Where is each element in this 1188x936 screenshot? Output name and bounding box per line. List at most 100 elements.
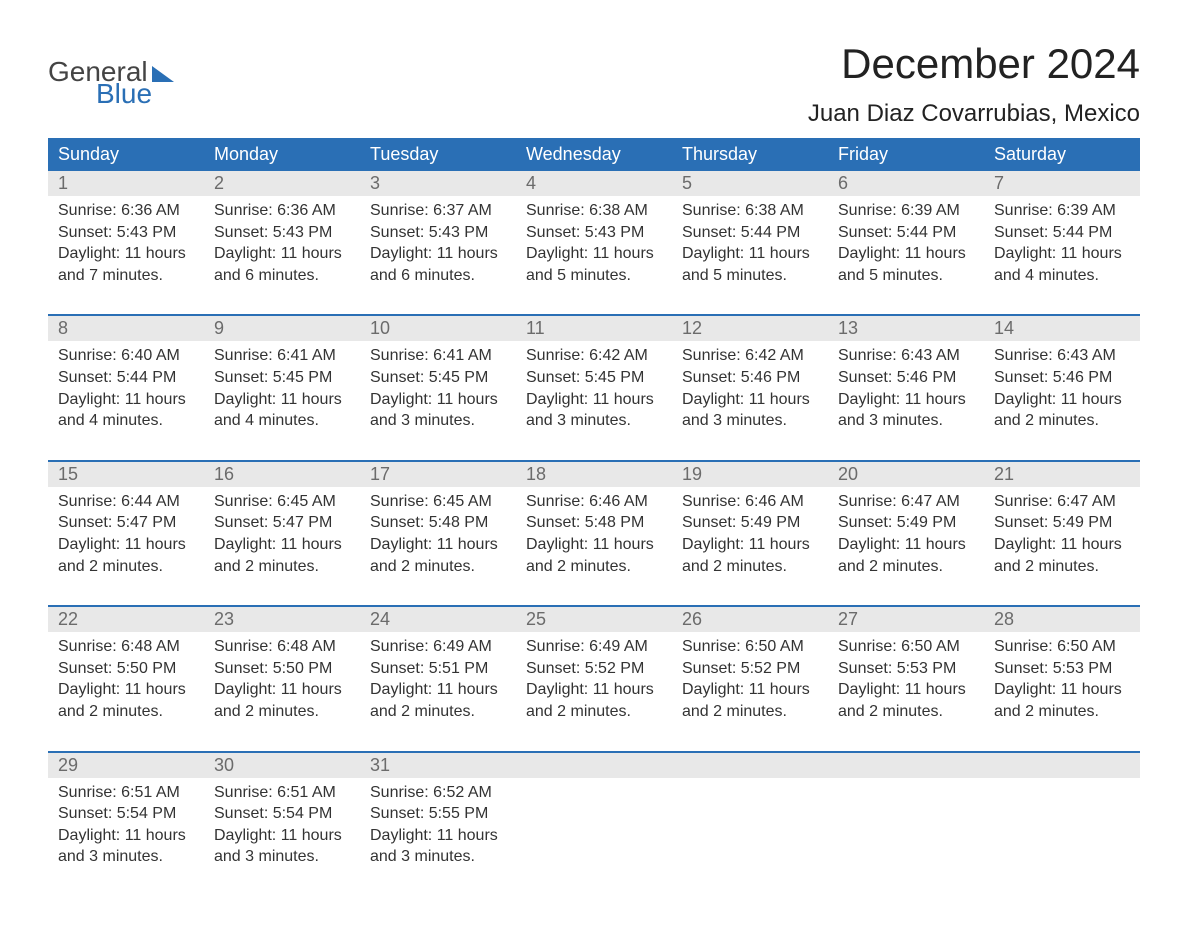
day-cell: Sunrise: 6:36 AMSunset: 5:43 PMDaylight:… [204, 196, 360, 314]
day-header: Sunday [48, 138, 204, 171]
weeks-container: 1234567Sunrise: 6:36 AMSunset: 5:43 PMDa… [48, 171, 1140, 896]
day-header-row: Sunday Monday Tuesday Wednesday Thursday… [48, 138, 1140, 171]
daylight-text: Daylight: 11 hours [682, 679, 818, 701]
day-cell: Sunrise: 6:42 AMSunset: 5:45 PMDaylight:… [516, 341, 672, 459]
daylight-text: Daylight: 11 hours [214, 389, 350, 411]
day-number: 28 [984, 607, 1140, 632]
sunset-text: Sunset: 5:44 PM [682, 222, 818, 244]
page-title: December 2024 [808, 40, 1140, 88]
day-number: 21 [984, 462, 1140, 487]
sunset-text: Sunset: 5:49 PM [838, 512, 974, 534]
week-row: 293031Sunrise: 6:51 AMSunset: 5:54 PMDay… [48, 751, 1140, 896]
sunrise-text: Sunrise: 6:49 AM [526, 636, 662, 658]
day-number: 16 [204, 462, 360, 487]
daylight-text-2: and 3 minutes. [682, 410, 818, 432]
day-number: 22 [48, 607, 204, 632]
sunrise-text: Sunrise: 6:50 AM [682, 636, 818, 658]
day-cell: Sunrise: 6:36 AMSunset: 5:43 PMDaylight:… [48, 196, 204, 314]
daylight-text: Daylight: 11 hours [526, 534, 662, 556]
day-header: Wednesday [516, 138, 672, 171]
sunset-text: Sunset: 5:47 PM [214, 512, 350, 534]
daylight-text: Daylight: 11 hours [214, 679, 350, 701]
daynum-strip: 891011121314 [48, 316, 1140, 341]
week-row: 22232425262728Sunrise: 6:48 AMSunset: 5:… [48, 605, 1140, 750]
daylight-text: Daylight: 11 hours [526, 389, 662, 411]
daylight-text: Daylight: 11 hours [526, 243, 662, 265]
sunset-text: Sunset: 5:55 PM [370, 803, 506, 825]
logo-line2: Blue [48, 80, 174, 108]
daylight-text-2: and 5 minutes. [682, 265, 818, 287]
daynum-strip: 293031 [48, 753, 1140, 778]
sunrise-text: Sunrise: 6:50 AM [838, 636, 974, 658]
sunrise-text: Sunrise: 6:38 AM [682, 200, 818, 222]
day-number: 19 [672, 462, 828, 487]
day-number: 14 [984, 316, 1140, 341]
sunrise-text: Sunrise: 6:41 AM [214, 345, 350, 367]
daylight-text-2: and 2 minutes. [214, 556, 350, 578]
sunrise-text: Sunrise: 6:46 AM [682, 491, 818, 513]
day-number [984, 753, 1140, 778]
sunrise-text: Sunrise: 6:44 AM [58, 491, 194, 513]
sunset-text: Sunset: 5:49 PM [994, 512, 1130, 534]
daylight-text-2: and 3 minutes. [214, 846, 350, 868]
day-number: 7 [984, 171, 1140, 196]
day-cell: Sunrise: 6:37 AMSunset: 5:43 PMDaylight:… [360, 196, 516, 314]
daylight-text-2: and 7 minutes. [58, 265, 194, 287]
daylight-text-2: and 2 minutes. [58, 556, 194, 578]
sunset-text: Sunset: 5:54 PM [214, 803, 350, 825]
daylight-text-2: and 2 minutes. [526, 556, 662, 578]
daylight-text: Daylight: 11 hours [838, 679, 974, 701]
day-cell: Sunrise: 6:49 AMSunset: 5:52 PMDaylight:… [516, 632, 672, 750]
sunset-text: Sunset: 5:44 PM [58, 367, 194, 389]
sunset-text: Sunset: 5:48 PM [370, 512, 506, 534]
daylight-text-2: and 2 minutes. [994, 410, 1130, 432]
sunset-text: Sunset: 5:46 PM [994, 367, 1130, 389]
daylight-text: Daylight: 11 hours [994, 389, 1130, 411]
sunrise-text: Sunrise: 6:50 AM [994, 636, 1130, 658]
daylight-text: Daylight: 11 hours [58, 534, 194, 556]
sunrise-text: Sunrise: 6:39 AM [838, 200, 974, 222]
day-cell: Sunrise: 6:52 AMSunset: 5:55 PMDaylight:… [360, 778, 516, 896]
daylight-text-2: and 4 minutes. [58, 410, 194, 432]
sunrise-text: Sunrise: 6:42 AM [682, 345, 818, 367]
day-cell: Sunrise: 6:42 AMSunset: 5:46 PMDaylight:… [672, 341, 828, 459]
daylight-text-2: and 2 minutes. [994, 556, 1130, 578]
sunrise-text: Sunrise: 6:43 AM [838, 345, 974, 367]
sunrise-text: Sunrise: 6:51 AM [58, 782, 194, 804]
day-cell: Sunrise: 6:39 AMSunset: 5:44 PMDaylight:… [984, 196, 1140, 314]
day-cell: Sunrise: 6:38 AMSunset: 5:43 PMDaylight:… [516, 196, 672, 314]
daylight-text: Daylight: 11 hours [838, 243, 974, 265]
daylight-text: Daylight: 11 hours [58, 679, 194, 701]
day-number: 3 [360, 171, 516, 196]
daylight-text-2: and 3 minutes. [370, 846, 506, 868]
daylight-text-2: and 3 minutes. [58, 846, 194, 868]
day-header: Friday [828, 138, 984, 171]
daynum-strip: 1234567 [48, 171, 1140, 196]
day-header: Thursday [672, 138, 828, 171]
day-cell: Sunrise: 6:50 AMSunset: 5:52 PMDaylight:… [672, 632, 828, 750]
sunrise-text: Sunrise: 6:38 AM [526, 200, 662, 222]
sunset-text: Sunset: 5:43 PM [370, 222, 506, 244]
daylight-text-2: and 4 minutes. [994, 265, 1130, 287]
location-label: Juan Diaz Covarrubias, Mexico [808, 100, 1140, 128]
daynum-strip: 22232425262728 [48, 607, 1140, 632]
daylight-text: Daylight: 11 hours [370, 243, 506, 265]
daylight-text: Daylight: 11 hours [682, 534, 818, 556]
day-number [828, 753, 984, 778]
day-cell: Sunrise: 6:48 AMSunset: 5:50 PMDaylight:… [48, 632, 204, 750]
day-number: 5 [672, 171, 828, 196]
logo: General Blue [48, 40, 174, 108]
daylight-text: Daylight: 11 hours [994, 534, 1130, 556]
daylight-text: Daylight: 11 hours [994, 679, 1130, 701]
sunset-text: Sunset: 5:43 PM [526, 222, 662, 244]
day-number [672, 753, 828, 778]
sunset-text: Sunset: 5:48 PM [526, 512, 662, 534]
day-number: 24 [360, 607, 516, 632]
sunset-text: Sunset: 5:43 PM [58, 222, 194, 244]
daylight-text-2: and 2 minutes. [214, 701, 350, 723]
day-cell: Sunrise: 6:47 AMSunset: 5:49 PMDaylight:… [828, 487, 984, 605]
sunset-text: Sunset: 5:50 PM [214, 658, 350, 680]
day-cell: Sunrise: 6:43 AMSunset: 5:46 PMDaylight:… [828, 341, 984, 459]
sunset-text: Sunset: 5:45 PM [214, 367, 350, 389]
daylight-text-2: and 2 minutes. [58, 701, 194, 723]
